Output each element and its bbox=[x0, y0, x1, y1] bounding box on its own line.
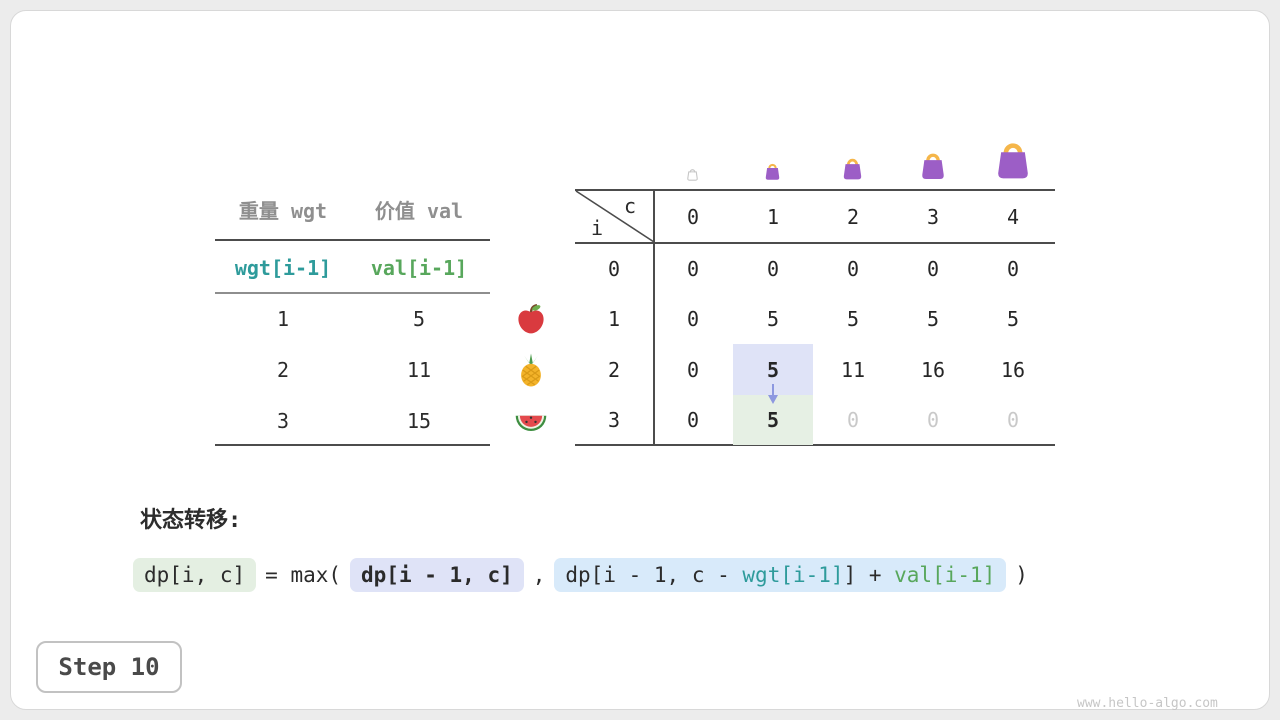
dp-cell-2-2: 11 bbox=[840, 357, 866, 382]
dp-cell-0-3: 0 bbox=[926, 256, 940, 281]
dp-cell-1-3: 5 bbox=[926, 307, 940, 331]
bag-medium-icon bbox=[843, 158, 862, 180]
watermelon-icon bbox=[515, 415, 547, 432]
items-rule-mid bbox=[215, 292, 490, 294]
pineapple-icon bbox=[521, 353, 541, 387]
dp-cell-0-2: 0 bbox=[846, 256, 860, 281]
corner-row-var: i bbox=[590, 216, 604, 240]
items-row-wgt: 2 bbox=[276, 358, 290, 382]
items-row-val: 5 bbox=[412, 307, 426, 331]
dp-row-label-3: 3 bbox=[607, 408, 621, 432]
dp-cell-3-3: 0 bbox=[926, 408, 940, 432]
dp-cell-0-0: 0 bbox=[686, 256, 700, 281]
dp-row-label-0: 0 bbox=[607, 256, 621, 281]
items-row-wgt: 1 bbox=[276, 307, 290, 331]
formula-term2-wgt: wgt[i-1] bbox=[742, 563, 844, 587]
dp-cell-3-2: 0 bbox=[846, 408, 860, 432]
dp-cell-2-4: 16 bbox=[1000, 357, 1026, 382]
items-rule-bottom bbox=[215, 444, 490, 446]
corner-diagonal-line bbox=[575, 190, 655, 243]
items-row-val: 11 bbox=[406, 358, 432, 382]
dp-cell-2-3: 16 bbox=[920, 357, 946, 382]
formula-lhs-chip: dp[i, c] bbox=[133, 558, 257, 592]
formula-operator: = max( bbox=[265, 563, 342, 587]
dp-col-header-4: 4 bbox=[1006, 204, 1020, 229]
dp-col-header-2: 2 bbox=[846, 204, 860, 229]
dp-cell-3-0: 0 bbox=[686, 408, 700, 432]
apple-icon bbox=[518, 304, 544, 334]
bag-empty-icon bbox=[687, 169, 698, 181]
dp-rule-header bbox=[575, 242, 1055, 244]
items-header-val: 价值 val bbox=[374, 199, 464, 223]
figure-card bbox=[10, 10, 1270, 710]
dp-cell-3-4: 0 bbox=[1006, 408, 1020, 432]
dp-rule-top bbox=[575, 189, 1055, 191]
dp-cell-1-4: 5 bbox=[1006, 307, 1020, 331]
dp-cell-0-4: 0 bbox=[1006, 256, 1020, 281]
formula-term2-prefix: dp[i - 1, c - bbox=[565, 563, 743, 587]
bag-large-icon bbox=[922, 153, 944, 180]
dp-col-header-0: 0 bbox=[686, 204, 700, 229]
dp-col-header-3: 3 bbox=[926, 204, 940, 229]
bag-small-icon bbox=[765, 163, 780, 180]
dp-rule-vertical bbox=[653, 189, 655, 446]
items-formula-val: val[i-1] bbox=[370, 256, 468, 280]
down-arrow-icon bbox=[768, 384, 778, 404]
dp-cell-1-0: 0 bbox=[686, 307, 700, 331]
dp-cell-2-0: 0 bbox=[686, 357, 700, 382]
formula-comma: , bbox=[532, 563, 546, 587]
items-row-val: 15 bbox=[406, 409, 432, 433]
bag-xlarge-icon bbox=[998, 143, 1028, 179]
items-header-wgt: 重量 wgt bbox=[238, 199, 328, 223]
items-row-wgt: 3 bbox=[276, 409, 290, 433]
formula-term1-chip: dp[i - 1, c] bbox=[350, 558, 524, 592]
dp-cell-0-1: 0 bbox=[766, 256, 780, 281]
dp-cell-1-2: 5 bbox=[846, 307, 860, 331]
dp-rule-bottom bbox=[575, 444, 1055, 446]
dp-row-label-2: 2 bbox=[607, 357, 621, 382]
formula-term2-val: val[i-1] bbox=[894, 563, 996, 587]
formula-closing-paren: ) bbox=[1015, 563, 1028, 587]
state-transition-label: 状态转移: bbox=[140, 508, 242, 533]
state-transition-formula: dp[i, c] = max( dp[i - 1, c] , dp[i - 1,… bbox=[133, 558, 1028, 592]
dp-col-header-1: 1 bbox=[766, 204, 780, 229]
dp-row-label-1: 1 bbox=[607, 307, 621, 331]
watermark: www.hello-algo.com bbox=[1077, 696, 1218, 711]
items-rule-top bbox=[215, 239, 490, 241]
formula-term2-chip: dp[i - 1, c - wgt[i-1]] + val[i-1] bbox=[554, 558, 1007, 592]
formula-term2-mid: ] + bbox=[843, 563, 895, 587]
corner-col-var: c bbox=[623, 194, 637, 218]
items-formula-wgt: wgt[i-1] bbox=[234, 256, 332, 280]
dp-cell-1-1: 5 bbox=[766, 307, 780, 331]
step-badge: Step 10 bbox=[36, 641, 182, 693]
